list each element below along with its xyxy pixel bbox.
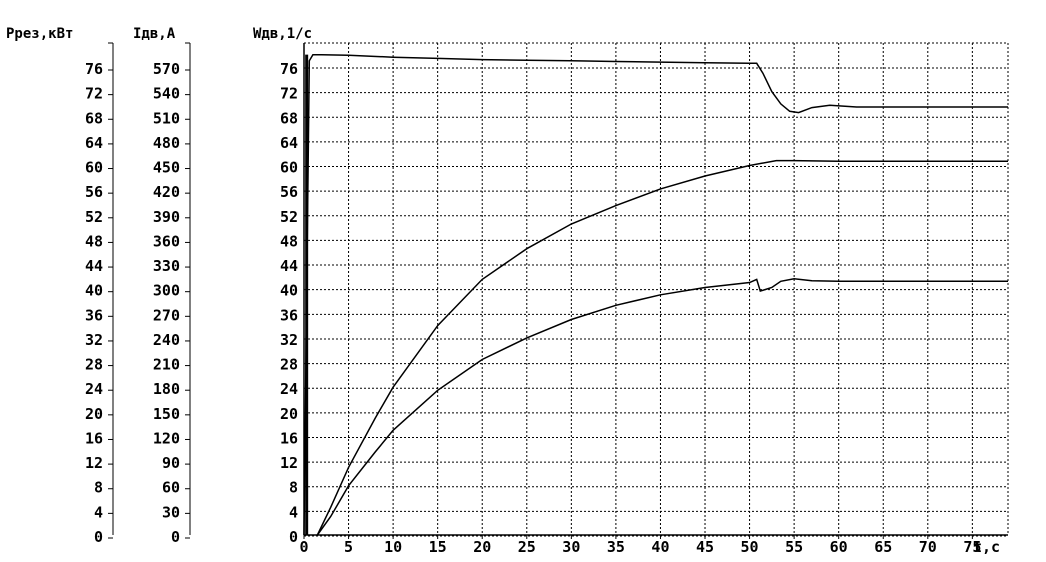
x-tick-label: 20 [473, 538, 491, 556]
w-tick-label: 36 [280, 306, 298, 324]
x-tick-label: 35 [607, 538, 625, 556]
x-tick-label: 65 [874, 538, 892, 556]
i-tick-label: 330 [153, 257, 180, 275]
w-tick-label: 28 [280, 356, 298, 374]
p-tick-label: 28 [85, 356, 103, 374]
w-axis-header: Wдв,1/с [253, 26, 312, 42]
x-tick-label: 45 [696, 538, 714, 556]
curves [303, 53, 1008, 536]
x-axis-header: t,с [973, 538, 1000, 556]
i-tick-label: 480 [153, 134, 180, 152]
grid [304, 42, 1009, 537]
i-tick-label: 570 [153, 60, 180, 78]
i-tick-label: 60 [162, 479, 180, 497]
series-line-3 [316, 278, 1008, 536]
w-tick-label: 52 [280, 208, 298, 226]
w-tick-label: 56 [280, 183, 298, 201]
w-tick-label: 40 [280, 282, 298, 300]
i-tick-label: 120 [153, 429, 180, 447]
w-tick-label: 8 [289, 479, 298, 497]
w-tick-label: 48 [280, 232, 298, 250]
x-tick-label: 60 [830, 538, 848, 556]
i-tick-label: 450 [153, 159, 180, 177]
i-tick-label: 360 [153, 232, 180, 250]
i-tick-label: 30 [162, 503, 180, 521]
series-line-2 [316, 159, 1008, 536]
w-tick-label: 44 [280, 257, 298, 275]
p-tick-label: 48 [85, 232, 103, 250]
p-tick-label: 0 [94, 528, 103, 546]
x-tick-label: 10 [384, 538, 402, 556]
p-tick-label: 64 [85, 134, 103, 152]
w-tick-label: 4 [289, 503, 298, 521]
i-tick-label: 420 [153, 183, 180, 201]
p-tick-label: 32 [85, 331, 103, 349]
i-tick-label: 0 [171, 528, 180, 546]
p-tick-label: 76 [85, 60, 103, 78]
w-tick-label: 60 [280, 159, 298, 177]
i-tick-label: 540 [153, 85, 180, 103]
p-tick-label: 36 [85, 306, 103, 324]
w-tick-label: 12 [280, 454, 298, 472]
p-axis-header: Pрез,кВт [6, 26, 73, 42]
i-tick-label: 300 [153, 282, 180, 300]
i-tick-label: 270 [153, 306, 180, 324]
i-tick-label: 240 [153, 331, 180, 349]
p-tick-label: 12 [85, 454, 103, 472]
w-tick-label: 0 [289, 528, 298, 546]
p-tick-label: 4 [94, 503, 103, 521]
p-tick-label: 68 [85, 109, 103, 127]
i-tick-label: 180 [153, 380, 180, 398]
w-tick-label: 24 [280, 380, 298, 398]
p-tick-label: 60 [85, 159, 103, 177]
p-tick-label: 44 [85, 257, 103, 275]
x-tick-label: 5 [344, 538, 353, 556]
i-tick-label: 390 [153, 208, 180, 226]
p-tick-label: 8 [94, 479, 103, 497]
x-tick-label: 25 [518, 538, 536, 556]
i-tick-label: 510 [153, 109, 180, 127]
x-tick-label: 75 [963, 538, 981, 556]
p-tick-label: 16 [85, 429, 103, 447]
x-tick-label: 40 [651, 538, 669, 556]
p-tick-label: 20 [85, 405, 103, 423]
i-axis-header: Iдв,А [133, 26, 176, 42]
x-tick-label: 70 [919, 538, 937, 556]
w-tick-label: 20 [280, 405, 298, 423]
axes [108, 42, 1008, 539]
w-tick-label: 32 [280, 331, 298, 349]
w-tick-label: 64 [280, 134, 298, 152]
x-tick-label: 30 [562, 538, 580, 556]
p-tick-label: 40 [85, 282, 103, 300]
w-tick-label: 68 [280, 109, 298, 127]
p-tick-label: 72 [85, 85, 103, 103]
x-tick-label: 50 [741, 538, 759, 556]
i-tick-label: 210 [153, 356, 180, 374]
p-tick-label: 52 [85, 208, 103, 226]
w-tick-label: 16 [280, 429, 298, 447]
x-tick-label: 15 [429, 538, 447, 556]
w-tick-label: 72 [280, 85, 298, 103]
series-line-1 [303, 53, 1008, 536]
i-tick-label: 90 [162, 454, 180, 472]
w-tick-label: 76 [280, 60, 298, 78]
i-tick-label: 150 [153, 405, 180, 423]
x-tick-label: 55 [785, 538, 803, 556]
x-tick-label: 0 [299, 538, 308, 556]
p-tick-label: 56 [85, 183, 103, 201]
p-tick-label: 24 [85, 380, 103, 398]
